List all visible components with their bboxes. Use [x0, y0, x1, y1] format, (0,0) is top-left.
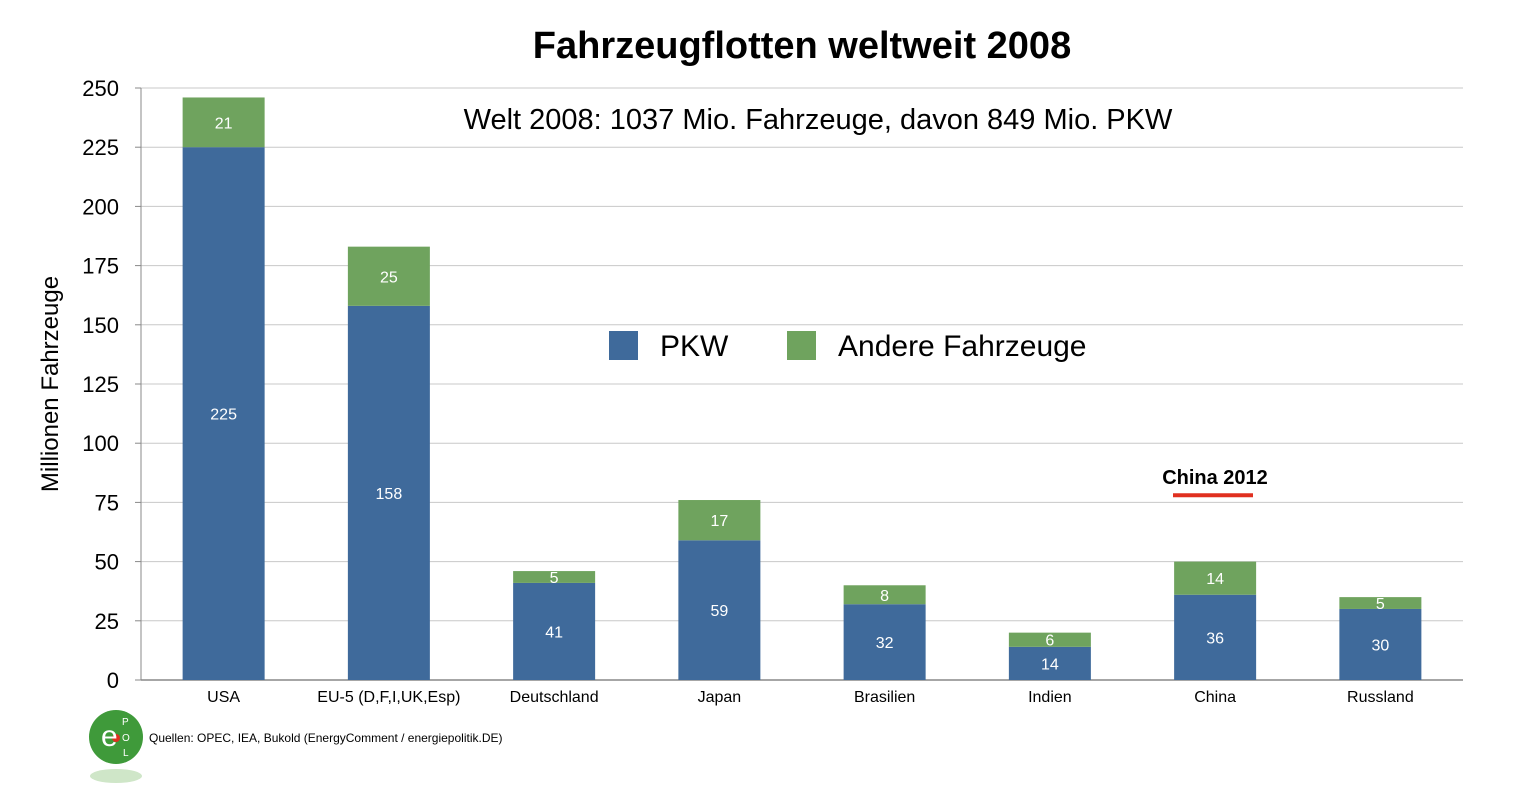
logo-dot [112, 734, 120, 742]
legend: PKW Andere Fahrzeuge [609, 330, 1087, 363]
y-tick-label-150: 150 [82, 313, 119, 338]
x-tick-label: China [1194, 689, 1236, 706]
data-label-eu-5-d-f-i-uk-esp-andere: 25 [380, 269, 398, 286]
x-tick-label: Brasilien [854, 689, 915, 706]
data-label-usa-andere: 21 [215, 115, 233, 132]
data-label-brasilien-pkw: 32 [876, 635, 894, 652]
bar-brasilien-pkw [843, 604, 926, 680]
x-tick-label: USA [207, 689, 240, 706]
y-tick-labels: 0 25 50 75 100 125 150 175 200 225 250 [82, 76, 119, 693]
bar-russland-andere [1339, 597, 1422, 609]
epol-logo: e P O L [89, 710, 143, 783]
data-label-eu-5-d-f-i-uk-esp-pkw: 158 [376, 486, 403, 503]
x-tick-label: Russland [1347, 689, 1414, 706]
bar-deutschland-pkw [513, 582, 596, 680]
legend-label-andere: Andere Fahrzeuge [838, 330, 1087, 363]
data-label-indien-pkw: 14 [1041, 656, 1059, 673]
bar-indien-pkw [1008, 646, 1091, 680]
bar-series: 225 21 158 25 41 5 59 17 32 8 14 6 36 14 30 5 [182, 97, 1422, 680]
y-tick-label-125: 125 [82, 372, 119, 397]
legend-swatch-pkw [609, 331, 638, 360]
y-tick-label-250: 250 [82, 76, 119, 101]
y-tick-label-100: 100 [82, 431, 119, 456]
logo-letter-e: e [101, 720, 118, 753]
x-tick-label: Japan [698, 689, 742, 706]
annotation-china-2012: China 2012 [1162, 467, 1268, 498]
bar-russland-pkw [1339, 608, 1422, 680]
bar-japan-pkw [678, 540, 761, 680]
y-tick-label-0: 0 [107, 668, 119, 693]
data-label-deutschland-pkw: 41 [545, 624, 563, 641]
y-tick-label-50: 50 [95, 550, 119, 575]
data-label-china-andere: 14 [1206, 571, 1224, 588]
source-note: Quellen: OPEC, IEA, Bukold (EnergyCommen… [149, 731, 502, 745]
bar-usa-pkw [182, 147, 265, 680]
logo-letter-p: P [122, 717, 129, 728]
logo-letter-l: L [123, 748, 129, 759]
data-label-japan-andere: 17 [710, 513, 728, 530]
y-tick-label-25: 25 [95, 609, 119, 634]
x-tick-label: EU-5 (D,F,I,UK,Esp) [317, 689, 460, 706]
logo-letter-o: O [122, 733, 130, 744]
bar-indien-andere [1008, 632, 1091, 647]
data-label-deutschland-andere: 5 [550, 570, 559, 587]
bar-japan-andere [678, 500, 761, 541]
grid-lines [135, 87, 1463, 681]
data-label-brasilien-andere: 8 [880, 588, 889, 605]
bar-eu-5-d-f-i-uk-esp-andere [347, 246, 430, 306]
logo-reflection [90, 769, 142, 783]
data-label-japan-pkw: 59 [710, 603, 728, 620]
x-tick-label: Indien [1028, 689, 1072, 706]
legend-swatch-andere [787, 331, 816, 360]
data-label-russland-andere: 5 [1376, 596, 1385, 613]
y-tick-label-75: 75 [95, 490, 119, 515]
legend-label-pkw: PKW [660, 330, 729, 363]
data-label-usa-pkw: 225 [210, 407, 237, 424]
bar-usa-andere [182, 97, 265, 148]
bar-brasilien-andere [843, 585, 926, 605]
chart-subtitle: Welt 2008: 1037 Mio. Fahrzeuge, davon 84… [464, 104, 1173, 136]
y-axis-label: Millionen Fahrzeuge [37, 276, 64, 492]
annotation-text: China 2012 [1162, 467, 1268, 489]
data-label-china-pkw: 36 [1206, 630, 1224, 647]
data-label-indien-andere: 6 [1045, 633, 1054, 650]
bar-china-andere [1174, 561, 1257, 595]
bar-eu-5-d-f-i-uk-esp-pkw [347, 305, 430, 680]
chart-title: Fahrzeugflotten weltweit 2008 [533, 25, 1071, 67]
bar-deutschland-andere [513, 571, 596, 583]
y-tick-label-200: 200 [82, 194, 119, 219]
y-tick-label-225: 225 [82, 135, 119, 160]
bar-china-pkw [1174, 594, 1257, 680]
y-tick-label-175: 175 [82, 254, 119, 279]
data-label-russland-pkw: 30 [1371, 637, 1389, 654]
x-tick-label: Deutschland [510, 689, 599, 706]
x-tick-labels: USA EU-5 (D,F,I,UK,Esp) Deutschland Japan Br… [207, 689, 1414, 706]
